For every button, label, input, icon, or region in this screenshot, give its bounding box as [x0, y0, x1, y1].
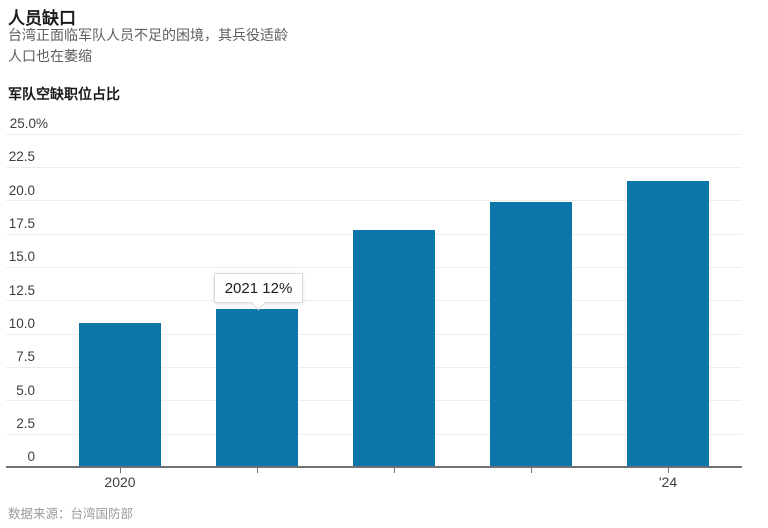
- y-axis-tick-label: 7.5: [16, 349, 35, 365]
- x-axis-label: '24: [658, 474, 678, 490]
- y-axis-tick-label: 5.0: [16, 382, 35, 398]
- y-axis-tick-label: 22.5: [8, 149, 35, 165]
- bar-2023[interactable]: [490, 202, 572, 468]
- tooltip: 2021 12%: [214, 273, 303, 311]
- y-axis-tick-label: 20.0: [8, 182, 35, 198]
- x-axis-tick: [393, 468, 395, 473]
- bar-2020[interactable]: [79, 323, 161, 468]
- page-title: 人员缺口: [8, 9, 76, 28]
- tooltip-text: 2021 12%: [224, 279, 293, 297]
- y-axis-tick-label: 2.5: [16, 416, 35, 431]
- page-subtitle: 台湾正面临军队人员不足的困境，其兵役适龄 人口也在萎缩: [8, 27, 288, 64]
- bar-2022[interactable]: [353, 230, 435, 468]
- y-axis-tick-label: 12.5: [8, 282, 35, 298]
- y-axis-tick-label: 17.5: [8, 216, 35, 231]
- x-axis-tick: [530, 468, 532, 473]
- y-axis-tick-label: 15.0: [8, 249, 35, 265]
- x-axis-tick: [119, 468, 121, 473]
- y-axis-tick-label: 25.0%: [9, 116, 48, 131]
- gridline: [6, 200, 742, 202]
- source-note: 数据来源：台湾国防部: [8, 507, 134, 521]
- bar-2024[interactable]: [627, 180, 709, 468]
- gridline: [6, 166, 742, 168]
- chart-title: 军队空缺职位占比: [8, 86, 120, 102]
- y-axis-tick-label: 10.0: [8, 316, 35, 331]
- y-axis-tick-label: 0: [27, 449, 35, 465]
- x-axis-line: [6, 466, 742, 469]
- x-axis-label: 2020: [104, 474, 136, 490]
- x-axis-tick: [256, 468, 258, 473]
- gridline: [6, 133, 742, 135]
- bar-2021[interactable]: [216, 308, 298, 468]
- x-axis-tick: [667, 468, 669, 473]
